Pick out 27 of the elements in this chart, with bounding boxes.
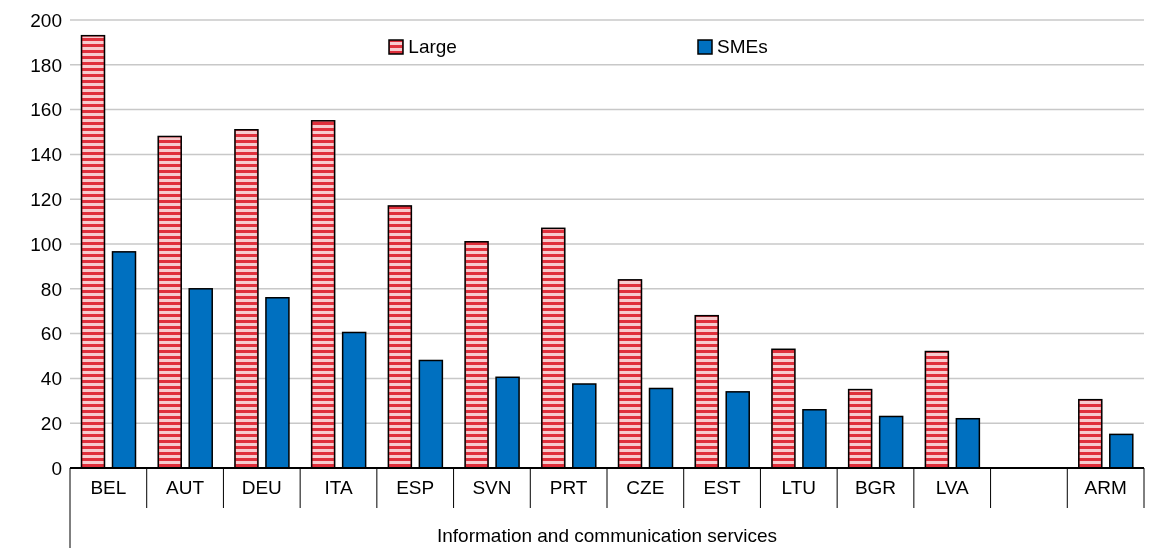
y-tick-label: 200: [30, 9, 62, 31]
x-tick-label: SVN: [472, 477, 512, 498]
x-tick-label: ARM: [1084, 477, 1127, 498]
legend-label: SMEs: [716, 36, 768, 58]
y-tick-label: 160: [30, 99, 62, 121]
x-tick-label: PRT: [549, 477, 588, 498]
y-tick-label: 80: [40, 278, 62, 300]
y-tick-label: 60: [40, 323, 62, 345]
x-tick-label: CZE: [626, 477, 665, 498]
y-tick-label: 140: [30, 144, 62, 166]
x-tick-label: BGR: [854, 477, 897, 498]
x-tick-label: ITA: [324, 477, 353, 498]
y-tick-label: 40: [40, 368, 62, 390]
y-tick-label: 180: [30, 54, 62, 76]
x-tick-label: DEU: [241, 477, 282, 498]
x-tick-label: ESP: [396, 477, 435, 498]
y-tick-label: 120: [30, 188, 62, 210]
x-tick-label: AUT: [166, 477, 205, 498]
legend-label: Large: [408, 36, 457, 58]
y-tick-label: 0: [51, 457, 62, 479]
x-tick-label: BEL: [90, 477, 127, 498]
x-axis-title: Information and communication services: [436, 525, 778, 546]
x-tick-label: LVA: [935, 477, 970, 498]
y-tick-label: 20: [40, 412, 62, 434]
y-tick-label: 100: [30, 233, 62, 255]
x-tick-label: EST: [703, 477, 741, 498]
x-tick-label: LTU: [781, 477, 817, 498]
